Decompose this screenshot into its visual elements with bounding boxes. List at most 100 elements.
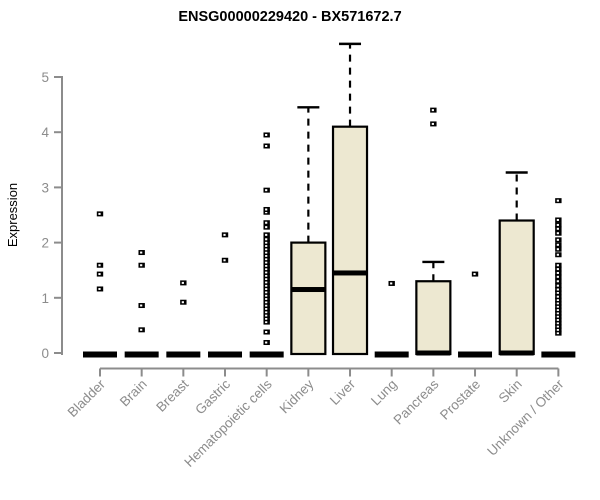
outlier-point-center-unknown-other: [556, 271, 559, 274]
outlier-point-center-hematopoietic-cells: [265, 284, 268, 287]
x-tick-label-skin: Skin: [496, 377, 525, 406]
outlier-point-center-unknown-other: [556, 305, 559, 308]
outlier-point-center-lung: [390, 282, 393, 285]
outlier-point-center-bladder: [98, 264, 101, 267]
outlier-point-center-hematopoietic-cells: [265, 281, 268, 284]
outlier-point-center-hematopoietic-cells: [265, 331, 268, 334]
box-kidney: [290, 241, 327, 356]
outlier-point-center-unknown-other: [556, 299, 559, 302]
outlier-point-center-hematopoietic-cells: [265, 244, 268, 247]
outlier-point-center-hematopoietic-cells: [265, 274, 268, 277]
y-tick-label-3: 3: [41, 180, 49, 195]
outlier-point-center-unknown-other: [556, 291, 559, 294]
outlier-point-center-unknown-other: [556, 243, 559, 246]
outlier-point-center-hematopoietic-cells: [265, 226, 268, 229]
box-skin: [498, 219, 535, 356]
x-tick-label-liver: Liver: [327, 376, 359, 408]
outlier-point-center-hematopoietic-cells: [265, 287, 268, 290]
outlier-point-center-gastric: [223, 233, 226, 236]
outlier-point-center-pancreas: [431, 122, 434, 125]
outlier-point-center-hematopoietic-cells: [265, 264, 268, 267]
outlier-point-center-unknown-other: [556, 284, 559, 287]
x-tick-label-brain: Brain: [117, 377, 150, 410]
outlier-point-center-hematopoietic-cells: [265, 317, 268, 320]
outlier-point-center-hematopoietic-cells: [265, 261, 268, 264]
outlier-point-center-hematopoietic-cells: [265, 248, 268, 251]
box-pancreas: [415, 280, 452, 356]
outlier-point-center-brain: [140, 304, 143, 307]
outlier-point-center-hematopoietic-cells: [265, 311, 268, 314]
flat-box-breast: [166, 351, 201, 358]
box-liver: [331, 125, 369, 356]
y-tick-label-2: 2: [41, 236, 49, 251]
outlier-point-center-hematopoietic-cells: [265, 271, 268, 274]
median-line-kidney: [291, 287, 326, 293]
outlier-point-center-unknown-other: [556, 218, 559, 221]
x-tick-label-pancreas: Pancreas: [391, 376, 442, 427]
outlier-point-center-unknown-other: [556, 253, 559, 256]
outlier-point-center-hematopoietic-cells: [265, 341, 268, 344]
outlier-point-center-hematopoietic-cells: [265, 314, 268, 317]
outlier-point-center-hematopoietic-cells: [265, 221, 268, 224]
outlier-point-center-unknown-other: [556, 288, 559, 291]
outlier-point-center-unknown-other: [556, 318, 559, 321]
y-tick-label-0: 0: [41, 346, 49, 361]
outlier-point-center-hematopoietic-cells: [265, 304, 268, 307]
flat-box-hematopoietic-cells: [249, 351, 284, 358]
outlier-point-center-pancreas: [431, 109, 434, 112]
outlier-point-center-unknown-other: [556, 264, 559, 267]
outlier-point-center-hematopoietic-cells: [265, 211, 268, 214]
outlier-point-center-unknown-other: [556, 227, 559, 230]
median-line-pancreas: [416, 350, 451, 356]
outlier-point-center-unknown-other: [556, 280, 559, 283]
outlier-point-center-hematopoietic-cells: [265, 145, 268, 147]
outlier-point-center-hematopoietic-cells: [265, 189, 268, 192]
x-tick-label-gastric: Gastric: [192, 376, 233, 417]
x-tick-label-kidney: Kidney: [277, 376, 317, 416]
flat-box-prostate: [458, 351, 493, 358]
outlier-point-center-bladder: [98, 212, 101, 215]
outlier-point-center-unknown-other: [556, 238, 559, 241]
outlier-point-center-hematopoietic-cells: [265, 278, 268, 281]
outlier-point-center-hematopoietic-cells: [265, 238, 268, 241]
outlier-point-center-breast: [181, 281, 184, 284]
outlier-point-center-hematopoietic-cells: [265, 268, 268, 271]
outlier-point-center-hematopoietic-cells: [265, 297, 268, 300]
y-tick-label-5: 5: [41, 70, 49, 85]
outlier-point-center-hematopoietic-cells: [265, 208, 268, 211]
x-tick-label-prostate: Prostate: [437, 377, 483, 423]
median-line-skin: [499, 350, 534, 356]
outlier-point-center-hematopoietic-cells: [265, 291, 268, 294]
outlier-point-center-unknown-other: [556, 275, 559, 278]
x-tick-label-breast: Breast: [153, 376, 191, 414]
outlier-point-center-breast: [181, 301, 184, 304]
outlier-point-center-hematopoietic-cells: [265, 233, 268, 236]
x-tick-label-unknown-other: Unknown / Other: [484, 376, 567, 459]
outlier-point-center-brain: [140, 251, 143, 254]
outlier-point-center-hematopoietic-cells: [265, 251, 268, 254]
outlier-point-center-hematopoietic-cells: [265, 258, 268, 261]
x-tick-label-bladder: Bladder: [65, 376, 109, 420]
outlier-point-center-hematopoietic-cells: [265, 133, 268, 136]
outlier-point-center-unknown-other: [556, 248, 559, 251]
outlier-point-center-hematopoietic-cells: [265, 321, 268, 324]
outlier-point-center-unknown-other: [556, 322, 559, 325]
outlier-point-center-hematopoietic-cells: [265, 307, 268, 310]
outlier-point-center-unknown-other: [556, 308, 559, 311]
outlier-point-center-hematopoietic-cells: [265, 294, 268, 297]
outlier-point-center-prostate: [473, 273, 476, 276]
outlier-point-center-bladder: [98, 273, 101, 276]
y-tick-label-4: 4: [41, 125, 49, 140]
outlier-point-center-unknown-other: [556, 315, 559, 318]
outlier-point-center-bladder: [98, 287, 101, 290]
outlier-point-center-unknown-other: [556, 302, 559, 305]
median-line-liver: [333, 270, 368, 276]
x-tick-label-lung: Lung: [368, 377, 400, 409]
outlier-point-center-unknown-other: [556, 332, 559, 335]
chart-title: ENSG00000229420 - BX571672.7: [178, 9, 401, 25]
flat-box-bladder: [83, 351, 117, 358]
outlier-point-center-unknown-other: [556, 328, 559, 331]
